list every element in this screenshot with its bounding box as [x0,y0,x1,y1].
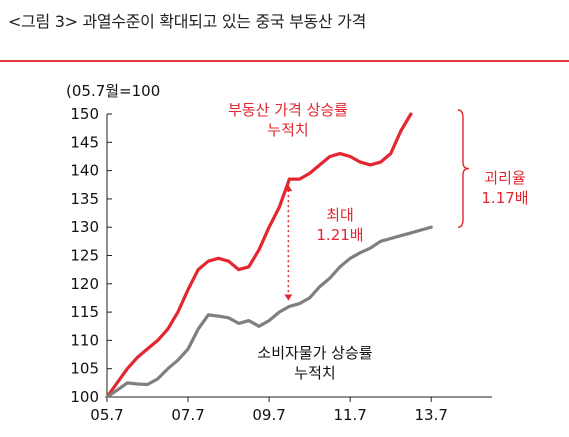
current-gap-label: 괴리율 1.17배 [470,168,540,208]
housing-series-label: 부동산 가격 상승률 누적치 [198,100,378,140]
max-gap-line-1: 최대 [326,206,354,224]
y-tick-label: 150 [70,105,99,123]
y-axis-group: 100 105 110 115 120 125 130 135 140 145 150 [70,105,112,406]
cpi-label-line-1: 소비자물가 상승률 [257,344,373,362]
unit-label: (05.7월=100 [66,82,161,100]
y-tick-label: 135 [70,190,99,208]
title-divider [0,60,569,62]
chart-title: <그림 3> 과열수준이 확대되고 있는 중국 부동산 가격 [8,12,366,31]
max-gap-arrow-head-up [284,185,293,192]
current-gap-line-2: 1.17배 [481,189,529,207]
x-tick-label: 05.7 [90,406,123,424]
y-tick-label: 100 [70,388,99,406]
housing-label-line-1: 부동산 가격 상승률 [228,101,348,119]
y-tick-label: 140 [70,162,99,180]
x-tick-label: 13.7 [415,406,448,424]
current-gap-line-1: 괴리율 [484,169,526,187]
x-tick-label: 07.7 [171,406,204,424]
series-group [105,112,433,399]
annotation-group [284,109,470,301]
y-tick-label: 105 [70,360,99,378]
cpi-label-line-2: 누적치 [294,364,336,382]
max-gap-arrow-head-down [284,294,293,301]
current-gap-bracket [457,109,470,228]
x-tick-label: 11.7 [333,406,366,424]
y-tick-label: 110 [70,331,99,349]
cpi-series-label: 소비자물가 상승률 누적치 [225,343,405,383]
housing-label-line-2: 누적치 [267,121,309,139]
max-gap-line-2: 1.21배 [316,226,364,244]
y-tick-label: 115 [70,303,99,321]
x-axis-group: 05.7 07.7 09.7 11.7 13.7 [90,396,492,424]
x-tick-label: 09.7 [252,406,285,424]
y-tick-label: 130 [70,218,99,236]
y-tick-label: 145 [70,133,99,151]
max-gap-label: 최대 1.21배 [305,205,375,245]
y-tick-label: 120 [70,275,99,293]
y-tick-label: 125 [70,247,99,265]
